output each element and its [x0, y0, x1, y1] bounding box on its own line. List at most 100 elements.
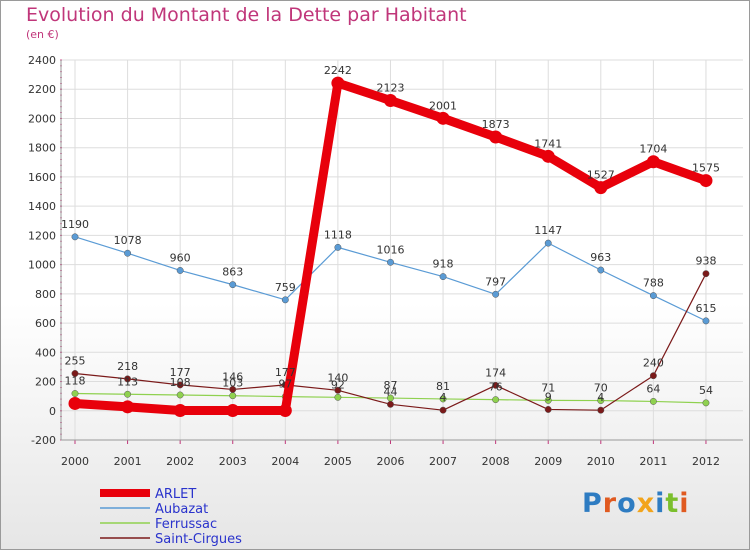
- logo-letter: o: [617, 488, 637, 519]
- data-point-arlet: [436, 111, 450, 125]
- data-point-arlet: [383, 93, 397, 107]
- data-label: 1190: [61, 218, 89, 231]
- data-point-saint-cirgues: [702, 270, 710, 278]
- data-label: 44: [383, 385, 397, 398]
- data-label: 146: [222, 370, 243, 383]
- data-label: 177: [275, 366, 296, 379]
- data-point-saint-cirgues: [544, 406, 552, 413]
- data-point-arlet: [699, 174, 713, 188]
- data-point-saint-cirgues: [176, 381, 184, 389]
- data-labels: 2242 2123 2001 1873 1741 1527 1704 1575 1190 1078…: [61, 64, 720, 404]
- data-label: 71: [541, 381, 555, 394]
- data-label: 1741: [534, 137, 562, 150]
- data-point-arlet: [646, 155, 660, 169]
- logo-letter: i: [679, 488, 690, 519]
- logo-letter: r: [602, 488, 618, 519]
- data-point-saint-cirgues: [387, 400, 394, 408]
- x-tick-label: 2001: [114, 455, 142, 468]
- data-label: 218: [117, 360, 138, 373]
- data-point-arlet: [226, 403, 240, 417]
- data-point-saint-cirgues: [124, 375, 132, 383]
- data-label: 4: [440, 391, 447, 404]
- data-label: 797: [485, 275, 506, 288]
- data-point-aubazat: [334, 243, 342, 251]
- data-point-saint-cirgues: [334, 386, 342, 394]
- data-label: 1704: [639, 143, 667, 156]
- x-tick-label: 2009: [534, 455, 562, 468]
- data-label: 140: [327, 371, 348, 384]
- data-label: 54: [699, 384, 713, 397]
- data-point-arlet: [121, 400, 135, 414]
- data-label: 615: [695, 302, 716, 315]
- data-point-arlet: [278, 403, 292, 417]
- data-point-aubazat: [597, 266, 605, 274]
- data-label: 92: [331, 378, 345, 391]
- data-label: 177: [170, 366, 191, 379]
- logo-letter: i: [655, 488, 666, 519]
- data-point-saint-cirgues: [439, 406, 447, 414]
- y-tick-label: 2000: [28, 112, 56, 125]
- data-label: 4: [597, 391, 604, 404]
- data-point-aubazat: [439, 273, 447, 281]
- data-label: 103: [222, 377, 243, 390]
- data-point-ferrussac: [229, 392, 237, 400]
- data-label: 108: [170, 376, 191, 389]
- data-label: 1118: [324, 228, 352, 241]
- data-label: 863: [222, 266, 243, 279]
- data-point-ferrussac: [124, 390, 132, 398]
- data-point-aubazat: [387, 258, 394, 266]
- data-point-arlet: [489, 130, 503, 144]
- y-tick-label: 200: [35, 376, 56, 389]
- y-tick-label: 1400: [28, 200, 56, 213]
- data-label: 64: [646, 382, 660, 395]
- data-label: 918: [433, 258, 454, 271]
- x-tick-label: 2003: [219, 455, 247, 468]
- x-tick-label: 2004: [271, 455, 299, 468]
- legend-label-saint-cirgues: Saint-Cirgues: [155, 532, 242, 547]
- data-point-arlet: [173, 403, 187, 417]
- data-label: 1527: [587, 169, 615, 182]
- x-tick-label: 2011: [639, 455, 667, 468]
- data-point-arlet: [594, 181, 608, 195]
- x-tick-label: 2002: [166, 455, 194, 468]
- data-point-ferrussac: [649, 397, 657, 405]
- data-point-aubazat: [544, 239, 552, 247]
- data-point-ferrussac: [71, 390, 79, 397]
- data-label: 9: [545, 390, 552, 403]
- data-point-ferrussac: [439, 395, 447, 403]
- y-tick-label: 2400: [28, 54, 56, 67]
- data-label: 960: [170, 251, 191, 264]
- x-tick-label: 2000: [61, 455, 89, 468]
- data-label: 1575: [692, 162, 720, 175]
- data-label: 81: [436, 380, 450, 393]
- data-label: 1147: [534, 224, 562, 237]
- data-point-aubazat: [281, 296, 289, 304]
- data-label: 2242: [324, 64, 352, 77]
- data-label: 87: [383, 379, 397, 392]
- data-point-aubazat: [124, 249, 132, 257]
- data-point-ferrussac: [544, 396, 552, 404]
- data-point-aubazat: [649, 292, 657, 300]
- series-layer: [68, 76, 713, 417]
- y-tick-label: 1000: [28, 259, 56, 272]
- logo-letter: P: [582, 488, 603, 519]
- data-point-arlet: [68, 396, 82, 410]
- x-tick-label: 2006: [376, 455, 404, 468]
- y-tick-label: 0: [49, 405, 56, 418]
- data-point-saint-cirgues: [649, 372, 657, 380]
- data-point-arlet: [541, 149, 555, 163]
- data-point-arlet: [331, 76, 345, 90]
- data-label: 1016: [376, 243, 404, 256]
- logo-letter: x: [636, 488, 656, 519]
- data-label: 2001: [429, 99, 457, 112]
- data-point-saint-cirgues: [597, 406, 605, 414]
- data-label: 759: [275, 281, 296, 294]
- y-tick-label: 2200: [28, 83, 56, 96]
- data-point-saint-cirgues: [71, 370, 79, 377]
- data-label: 963: [590, 251, 611, 264]
- data-point-aubazat: [71, 233, 79, 241]
- y-tick-label: 1800: [28, 142, 56, 155]
- x-tick-label: 2008: [482, 455, 510, 468]
- x-tick-label: 2010: [587, 455, 615, 468]
